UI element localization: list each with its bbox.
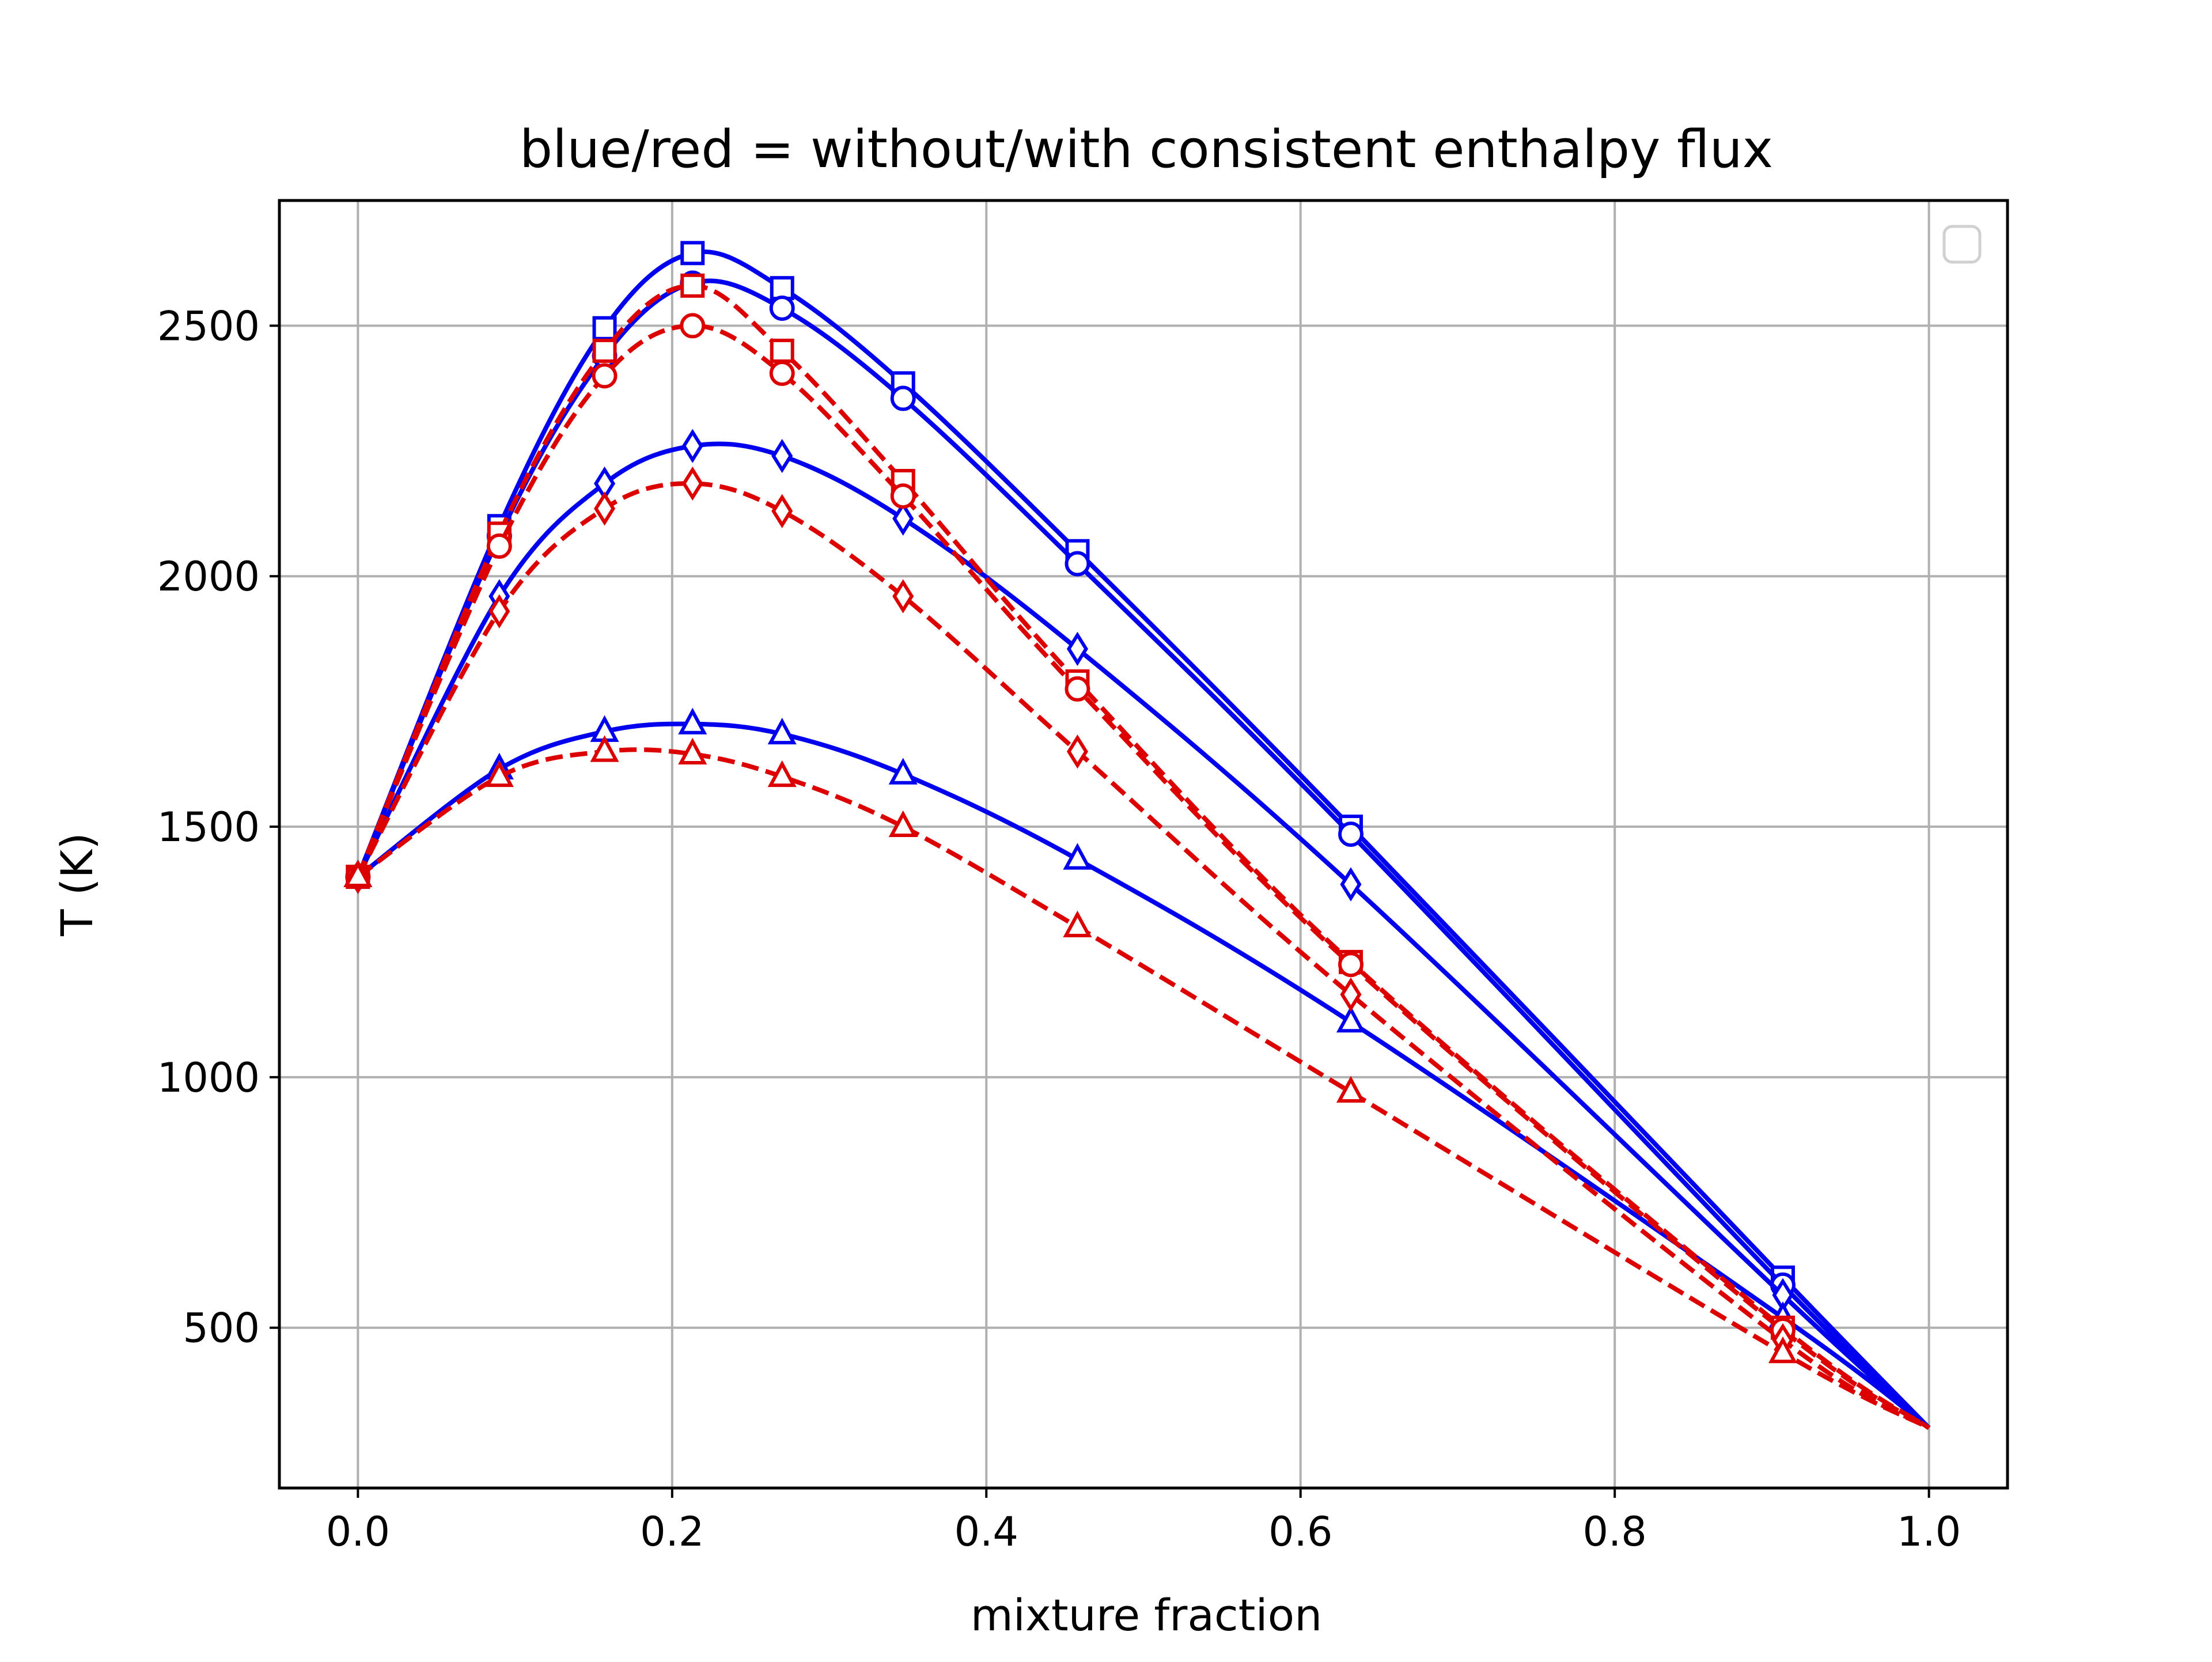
ticks: 0.0 0.2 0.4 0.6 0.8 1.0 500 1000 1500 2000 2500 bbox=[157, 302, 1961, 1555]
marker-diamond bbox=[681, 466, 703, 501]
x-tick-label: 0.0 bbox=[326, 1508, 390, 1555]
marker-square bbox=[680, 241, 705, 266]
marker-diamond bbox=[771, 494, 793, 528]
series-line bbox=[356, 721, 1931, 1430]
marker-circle bbox=[1338, 952, 1363, 978]
series-line bbox=[355, 481, 1930, 1430]
marker-circle bbox=[680, 313, 706, 339]
x-tick-label: 1.0 bbox=[1897, 1508, 1961, 1555]
marker-diamond bbox=[488, 594, 510, 629]
marker-circle bbox=[1338, 821, 1363, 847]
series-line bbox=[355, 441, 1931, 1430]
y-tick-label: 500 bbox=[183, 1305, 260, 1352]
marker-diamond bbox=[681, 429, 703, 463]
marker-square bbox=[680, 273, 705, 298]
marker-diamond bbox=[771, 438, 793, 474]
x-tick-label: 0.8 bbox=[1583, 1508, 1647, 1555]
y-axis-label: T (K) bbox=[51, 832, 103, 937]
marker-triangle bbox=[1336, 1076, 1366, 1103]
chart-title: blue/red = without/with consistent entha… bbox=[520, 119, 1773, 180]
plot-frame bbox=[278, 199, 2009, 1490]
x-tick-label: 0.4 bbox=[955, 1508, 1018, 1555]
marker-square bbox=[592, 338, 617, 363]
grid bbox=[279, 200, 2008, 1488]
marker-diamond bbox=[1066, 631, 1088, 666]
marker-diamond bbox=[594, 491, 616, 526]
marker-circle bbox=[890, 483, 916, 509]
marker-triangle bbox=[484, 760, 514, 788]
series-group bbox=[343, 241, 1931, 1430]
marker-triangle bbox=[343, 860, 373, 888]
marker-triangle bbox=[1768, 1336, 1798, 1364]
marker-triangle bbox=[888, 758, 918, 785]
marker-triangle bbox=[1063, 843, 1092, 870]
marker-circle bbox=[1065, 551, 1090, 577]
marker-circle bbox=[769, 361, 795, 387]
x-tick-label: 0.6 bbox=[1268, 1508, 1332, 1555]
marker-triangle bbox=[678, 737, 707, 764]
x-axis-label: mixture fraction bbox=[971, 1589, 1323, 1641]
series-red-triangle bbox=[343, 735, 1930, 1430]
marker-circle bbox=[890, 385, 916, 411]
y-tick-label: 1500 bbox=[157, 804, 260, 851]
x-tick-label: 0.2 bbox=[640, 1508, 704, 1555]
marker-circle bbox=[769, 295, 795, 321]
marker-triangle bbox=[1063, 910, 1092, 937]
marker-square bbox=[770, 338, 794, 363]
marker-circle bbox=[486, 533, 512, 559]
marker-circle bbox=[1065, 676, 1090, 702]
marker-square bbox=[592, 316, 617, 340]
marker-diamond bbox=[1066, 734, 1088, 769]
marker-diamond bbox=[892, 579, 914, 614]
marker-triangle bbox=[888, 810, 918, 838]
marker-diamond bbox=[1340, 867, 1362, 902]
marker-triangle bbox=[767, 717, 797, 745]
y-tick-label: 2000 bbox=[157, 553, 260, 600]
legend-box bbox=[1942, 225, 1982, 264]
series-line bbox=[357, 747, 1930, 1430]
marker-triangle bbox=[678, 707, 707, 735]
marker-diamond bbox=[892, 501, 914, 536]
marker-circle bbox=[592, 363, 618, 389]
marker-square bbox=[770, 276, 794, 301]
marker-triangle bbox=[1336, 1005, 1366, 1033]
marker-triangle bbox=[590, 735, 619, 762]
series-line bbox=[355, 249, 1931, 1430]
series-line bbox=[355, 278, 1931, 1430]
y-tick-label: 2500 bbox=[157, 302, 260, 350]
y-tick-label: 1000 bbox=[157, 1054, 260, 1101]
marker-diamond bbox=[1340, 977, 1362, 1012]
series-line bbox=[355, 323, 1930, 1430]
marker-triangle bbox=[767, 760, 797, 788]
